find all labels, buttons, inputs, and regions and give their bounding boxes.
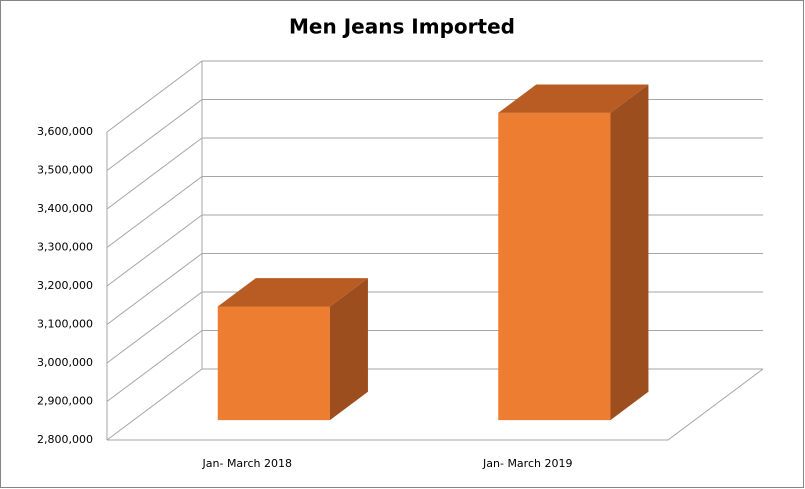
grid-line xyxy=(106,60,763,133)
x-tick-label: Jan- March 2019 xyxy=(482,457,572,470)
bar-front xyxy=(498,112,611,421)
y-tick-label: 2,900,000 xyxy=(37,395,93,408)
y-tick-label: 3,500,000 xyxy=(37,164,93,177)
bar-top xyxy=(498,84,649,113)
bar-top xyxy=(217,278,368,307)
chart-title: Men Jeans Imported xyxy=(289,15,515,39)
floor xyxy=(107,368,764,441)
y-tick-label: 3,000,000 xyxy=(37,356,93,369)
y-tick-label: 3,300,000 xyxy=(37,241,93,254)
y-tick-label: 3,100,000 xyxy=(37,318,93,331)
bar-front xyxy=(217,306,330,421)
y-tick-label: 3,400,000 xyxy=(37,202,93,215)
y-tick-label: 3,200,000 xyxy=(37,279,93,292)
y-tick-label: 3,600,000 xyxy=(37,125,93,138)
y-tick-label: 2,800,000 xyxy=(37,433,93,446)
bar-side xyxy=(610,84,649,421)
x-tick-label: Jan- March 2018 xyxy=(202,457,292,470)
bar-side xyxy=(329,278,368,421)
